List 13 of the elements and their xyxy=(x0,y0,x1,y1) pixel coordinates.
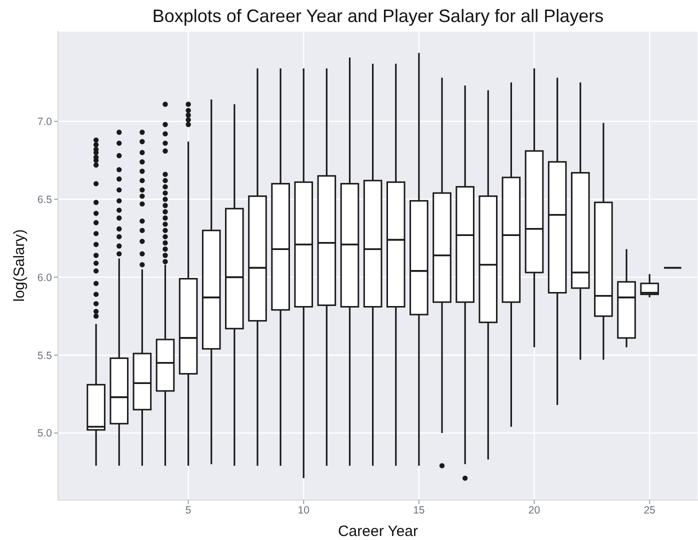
x-tick-label: 25 xyxy=(644,504,656,516)
x-tick-label: 10 xyxy=(298,504,310,516)
x-axis-title: Career Year xyxy=(338,523,418,540)
y-tick-label: 6.5 xyxy=(37,194,52,206)
y-tick-label: 6.0 xyxy=(37,272,52,284)
x-tick-label: 15 xyxy=(413,504,425,516)
chart-title: Boxplots of Career Year and Player Salary for all Players xyxy=(151,6,605,27)
y-tick-label: 5.0 xyxy=(37,428,52,440)
y-axis-title: log(Salary) xyxy=(10,229,28,302)
y-tick-label: 7.0 xyxy=(37,116,52,128)
x-tick-label: 5 xyxy=(185,504,192,516)
y-tick-label: 5.5 xyxy=(37,350,52,362)
x-tick-label: 20 xyxy=(528,504,540,516)
